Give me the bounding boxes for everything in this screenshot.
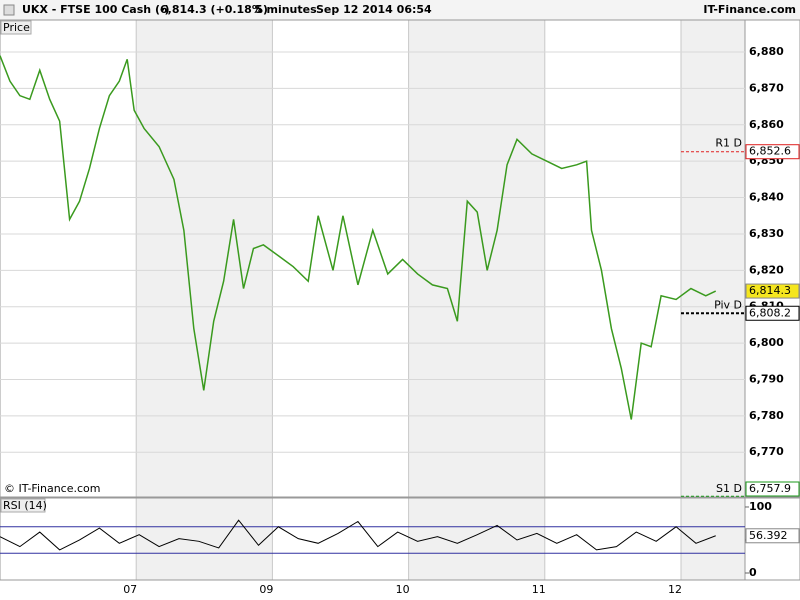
panel-title: RSI (14) <box>3 499 47 512</box>
header-bar <box>0 0 800 20</box>
current-value: 6,814.3 <box>749 284 791 297</box>
y-tick-label: 6,830 <box>749 227 784 240</box>
brand: IT-Finance.com <box>703 3 796 16</box>
session-shade <box>408 498 545 580</box>
menu-icon[interactable] <box>3 4 15 16</box>
y-tick-label: 6,840 <box>749 191 784 204</box>
x-tick-label: 11 <box>532 583 546 596</box>
level-box <box>745 305 800 321</box>
y-tick-label: 6,790 <box>749 372 784 385</box>
level-value: 6,852.6 <box>749 145 791 158</box>
current-box <box>745 283 800 299</box>
session-shade <box>680 20 745 497</box>
series-line <box>0 519 716 551</box>
session-shade <box>408 20 545 497</box>
x-tick-label: 09 <box>259 583 273 596</box>
level-name: S1 D <box>716 482 742 495</box>
symbol: UKX - FTSE 100 Cash (-) <box>22 3 170 16</box>
level-box <box>745 481 800 497</box>
y-tick-label: 100 <box>749 500 772 513</box>
session-shade <box>136 498 273 580</box>
panel-frame <box>0 19 800 498</box>
y-tick-label: 6,860 <box>749 118 784 131</box>
panel-title-box <box>0 20 32 35</box>
y-tick-label: 6,770 <box>749 445 784 458</box>
level-value: 6,808.2 <box>749 306 791 319</box>
timestamp: Sep 12 2014 06:54 <box>316 3 432 16</box>
watermark: © IT-Finance.com <box>4 482 101 495</box>
x-tick-label: 12 <box>668 583 682 596</box>
quote: 6,814.3 (+0.18%) <box>160 3 268 16</box>
x-tick-label: 10 <box>396 583 410 596</box>
session-shade <box>680 498 745 580</box>
plots: 6,7706,7806,7906,8006,8106,8206,8306,840… <box>0 19 800 596</box>
level-value: 6,757.9 <box>749 482 791 495</box>
current-value: 56.392 <box>749 529 788 542</box>
level-box <box>745 144 800 160</box>
x-tick-label: 07 <box>123 583 137 596</box>
level-name: R1 D <box>715 137 742 150</box>
y-tick-label: 0 <box>749 566 757 579</box>
y-tick-label: 6,880 <box>749 45 784 58</box>
current-box <box>745 528 800 544</box>
session-shade <box>136 20 273 497</box>
interval: 5 minutes <box>255 3 317 16</box>
y-tick-label: 6,800 <box>749 336 784 349</box>
series-line <box>0 55 717 420</box>
y-tick-label: 6,820 <box>749 263 784 276</box>
y-tick-label: 6,870 <box>749 81 784 94</box>
y-tick-label: 6,780 <box>749 409 784 422</box>
panel-title: Price <box>3 21 30 34</box>
panel-title-box <box>0 498 46 513</box>
level-name: Piv D <box>714 298 742 311</box>
panel-frame <box>0 497 800 581</box>
